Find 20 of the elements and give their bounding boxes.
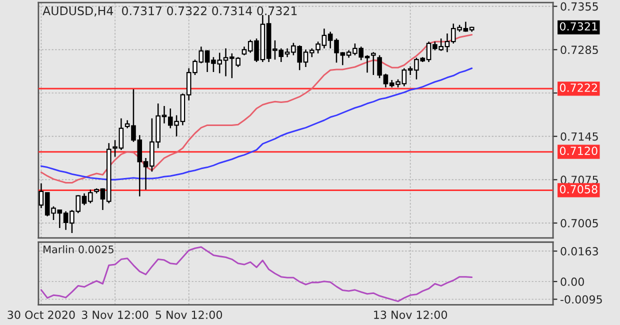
x-tick-label: 13 Nov 12:00: [374, 310, 448, 320]
text: 0.7321: [560, 22, 598, 31]
ref-line-label: 0.7222: [560, 83, 597, 92]
x-tick-label: 3 Nov 12:00: [82, 310, 148, 320]
x-tick-label: 30 Oct 2020: [8, 310, 75, 320]
chart-title: AUDUSD,H4 0.7317 0.7322 0.7314 0.7321: [42, 6, 297, 16]
candlestick: [371, 52, 376, 76]
y-tick-label: 0.7005: [560, 219, 598, 228]
y-tick-label: 0.00: [560, 277, 584, 286]
ref-line-label: 0.7058: [560, 185, 598, 194]
line-series: [40, 67, 473, 180]
x-tick-label: 5 Nov 12:00: [156, 310, 222, 320]
y-tick-label: 0.0163: [560, 247, 598, 256]
y-tick-label: 0.7355: [560, 2, 598, 11]
line-series: [40, 246, 473, 302]
chart-title: Marlin 0.0025: [44, 245, 114, 254]
y-tick-label: 0.7145: [560, 132, 598, 141]
ref-line-label: 0.7120: [560, 146, 598, 156]
y-tick-label: 0.7285: [560, 46, 598, 54]
y-tick-label: -0.0095: [560, 295, 602, 304]
